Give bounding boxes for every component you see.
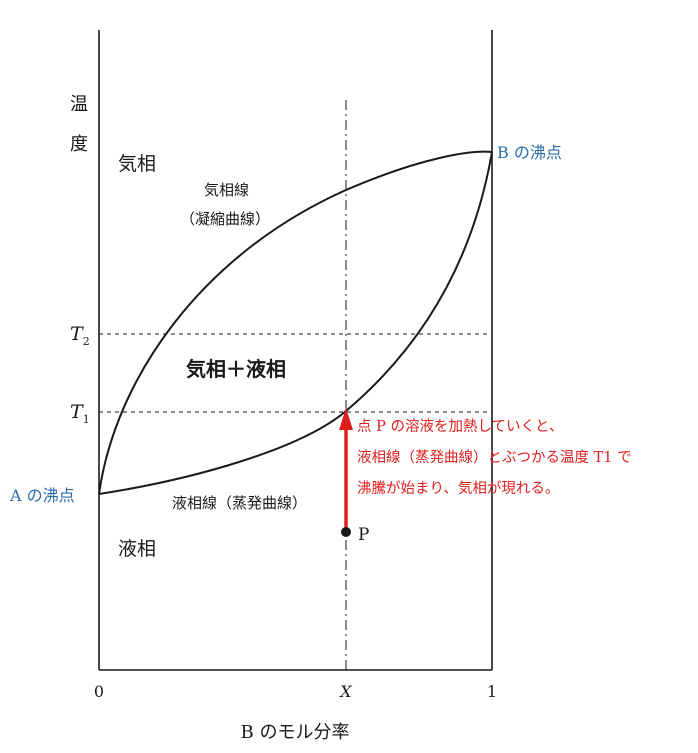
vapor-curve-label-2: （凝縮曲線） xyxy=(180,210,270,228)
region-gas-label: 気相 xyxy=(118,153,156,175)
point-p-label: P xyxy=(358,525,369,545)
region-liquid-label: 液相 xyxy=(118,538,156,560)
annotation-line-2: 液相線（蒸発曲線）とぶつかる温度 T1 で xyxy=(357,449,632,466)
annotation-line-3: 沸騰が始まり、気相が現れる。 xyxy=(357,479,559,497)
liquid-curve-label: 液相線（蒸発曲線） xyxy=(172,494,307,512)
heating-arrow-head xyxy=(339,408,353,430)
t2-label: T2 xyxy=(70,323,90,348)
liquid-curve xyxy=(98,151,493,495)
point-p-marker xyxy=(341,527,351,537)
x-tick-x: X xyxy=(338,682,352,701)
y-axis-label-2: 度 xyxy=(70,134,88,155)
x-tick-1: 1 xyxy=(487,682,497,701)
vapor-curve xyxy=(98,150,493,495)
boiling-point-a-label: A の沸点 xyxy=(9,486,75,505)
y-axis-label-1: 温 xyxy=(70,94,88,115)
vapor-curve-label-1: 気相線 xyxy=(204,181,249,199)
x-axis-label: B のモル分率 xyxy=(241,722,350,743)
x-tick-0: 0 xyxy=(94,682,104,701)
region-two-phase-label: 気相＋液相 xyxy=(186,357,286,381)
t1-label: T1 xyxy=(70,401,90,426)
annotation-line-1: 点 P の溶液を加熱していくと、 xyxy=(357,418,563,435)
boiling-point-b-label: B の沸点 xyxy=(497,143,562,162)
